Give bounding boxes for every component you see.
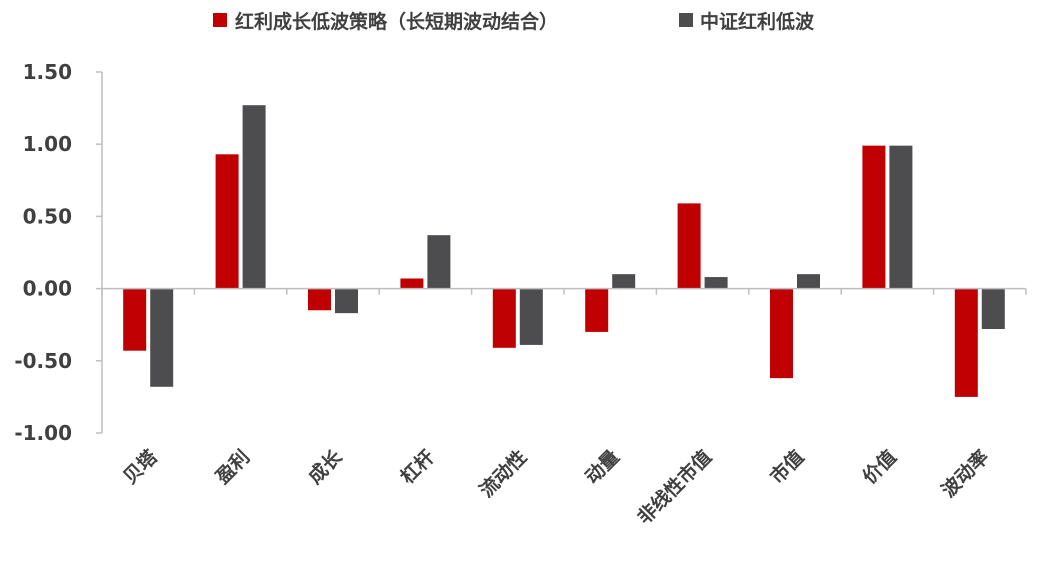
- x-axis: [101, 287, 1027, 295]
- bar-strategy-4: [492, 288, 516, 348]
- y-tick-label: 0.00: [23, 277, 72, 301]
- x-tick-label: 非线性市值: [633, 445, 716, 528]
- y-tick-label: -0.50: [14, 349, 72, 373]
- legend-label-strategy: 红利成长低波策略（长短期波动结合）: [235, 10, 558, 33]
- bar-index-9: [981, 288, 1005, 330]
- x-tick-label: 流动性: [475, 445, 532, 502]
- bars: [123, 105, 1005, 397]
- bar-strategy-8: [862, 145, 886, 289]
- bar-index-3: [427, 235, 451, 289]
- bar-index-2: [335, 288, 358, 314]
- x-tick-label: 盈利: [211, 446, 254, 489]
- x-axis-labels: 贝塔 盈利 成长 杠杆 流动性 动量 非线性市值 市值 价值 波动率: [119, 445, 994, 529]
- bar-index-1: [242, 105, 266, 289]
- bar-index-8: [889, 145, 913, 289]
- bar-index-4: [519, 288, 543, 345]
- x-tick-label: 市值: [765, 445, 808, 488]
- y-tick-label: 0.50: [23, 204, 72, 228]
- bar-index-0: [150, 288, 174, 387]
- legend: 红利成长低波策略（长短期波动结合） 中证红利低波: [213, 10, 815, 33]
- bar-strategy-6: [677, 203, 701, 289]
- x-tick-label: 波动率: [937, 445, 994, 502]
- bar-strategy-2: [308, 288, 331, 311]
- bar-strategy-5: [585, 288, 609, 332]
- bar-strategy-1: [215, 154, 239, 289]
- legend-swatch-strategy: [213, 13, 227, 27]
- y-tick-label: -1.00: [14, 421, 72, 445]
- bar-index-7: [797, 274, 820, 289]
- bar-index-6: [704, 277, 728, 289]
- bar-index-5: [612, 274, 636, 289]
- bar-strategy-7: [770, 288, 793, 379]
- x-tick-label: 价值: [858, 445, 901, 488]
- bar-strategy-0: [123, 288, 147, 351]
- bar-strategy-9: [954, 288, 978, 397]
- legend-swatch-index: [679, 13, 693, 27]
- y-tick-label: 1.50: [23, 60, 72, 84]
- x-tick-label: 动量: [581, 446, 623, 488]
- bar-strategy-3: [400, 278, 424, 289]
- y-tick-label: 1.00: [23, 132, 72, 156]
- legend-label-index: 中证红利低波: [700, 10, 815, 33]
- x-tick-label: 杠杆: [396, 445, 439, 488]
- y-axis: 1.50 1.00 0.50 0.00 -0.50 -1.00: [14, 60, 103, 445]
- x-tick-label: 贝塔: [119, 445, 163, 489]
- x-tick-label: 成长: [303, 445, 347, 489]
